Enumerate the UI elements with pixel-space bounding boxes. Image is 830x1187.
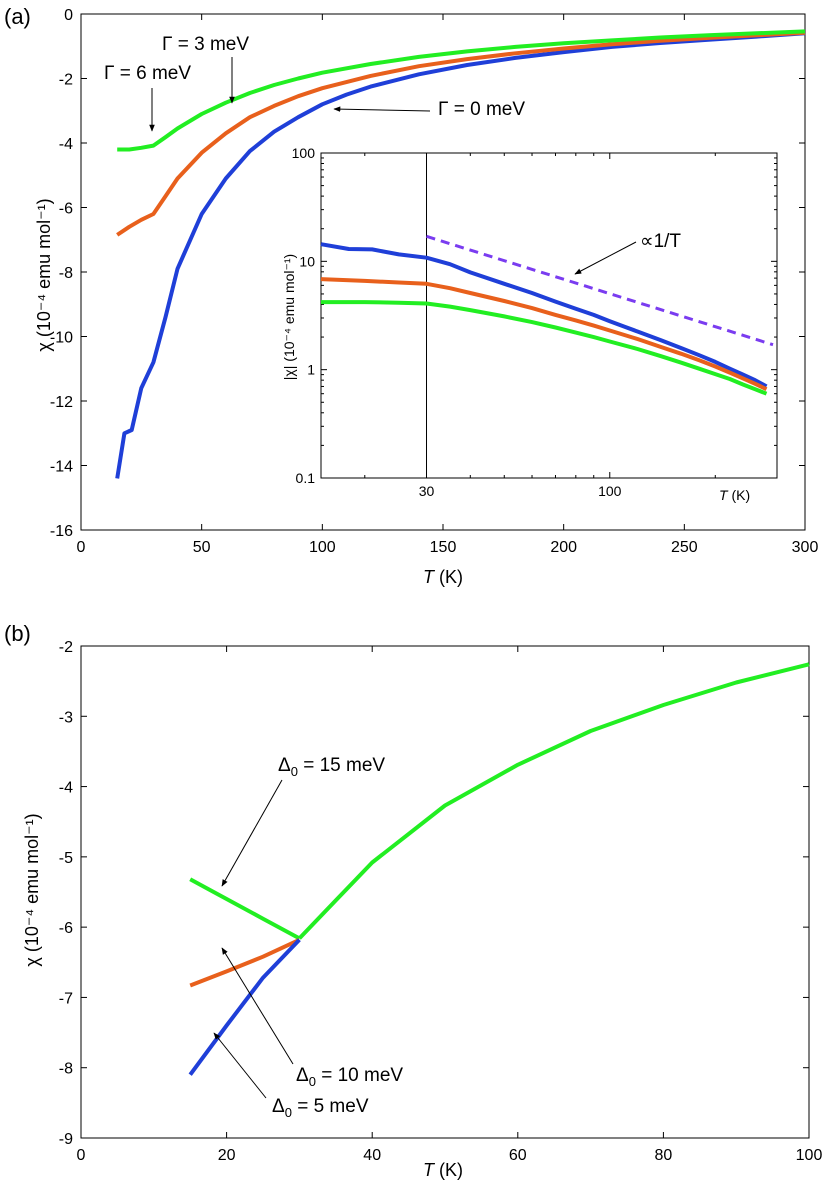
- panel-b-xtick-label: 100: [796, 1147, 823, 1164]
- series-line-delta5: [188, 938, 301, 1076]
- panel-a-xtick-label: 300: [792, 539, 819, 556]
- panel-a-ytick-label: -4: [59, 136, 73, 153]
- panel-a-ytick-label: -12: [50, 394, 73, 411]
- arrow-delta-10: [221, 947, 294, 1065]
- panel-b-ytick-label: -7: [59, 990, 73, 1007]
- inset-frame: [320, 152, 778, 479]
- panel-b-ytick-label: -4: [59, 780, 73, 797]
- panel-a-xlabel: T (K): [423, 567, 463, 587]
- series-line-delta10: [189, 937, 301, 988]
- panel-a-ytick-label: 0: [64, 7, 73, 24]
- annotation-delta-15: Δ0 = 15 meV: [278, 755, 385, 779]
- panel-a-series: [115, 29, 806, 479]
- annotation-delta-10: Δ0 = 10 meV: [296, 1065, 403, 1089]
- inset-line-gamma3: [320, 277, 768, 392]
- inset-ytick-label: 0.1: [296, 470, 316, 486]
- annotation-gamma-6: Γ = 6 meV: [104, 63, 191, 84]
- panel-a-xtick-label: 250: [671, 539, 698, 556]
- panel-a-xtick-label: 100: [309, 539, 336, 556]
- inset-guide-inverse-t: [426, 234, 774, 347]
- inset-series: [320, 234, 774, 396]
- inset-xtick-label: 100: [598, 483, 622, 499]
- arrow-gamma-0: [333, 106, 431, 112]
- panel-b-xtick-label: 80: [655, 1147, 673, 1164]
- panel-b-ytick-label: -9: [59, 1131, 73, 1148]
- panel-a-ytick-label: -14: [50, 459, 73, 476]
- panel-a-ytick-label: -6: [59, 201, 73, 218]
- arrow-delta-5: [213, 1032, 267, 1099]
- panel-label-b: (b): [4, 621, 31, 646]
- inset-ytick-label: 1: [307, 362, 315, 378]
- panel-a-ytick-label: -10: [50, 330, 73, 347]
- series-line-delta15: [189, 877, 301, 941]
- annotation-inverse-t: ∝1/T: [640, 231, 681, 252]
- panel-a-ylabel: χ (10⁻⁴ emu mol⁻¹): [34, 198, 54, 351]
- panel-b-frame: [80, 645, 810, 1139]
- inset-xlabel: T (K): [719, 487, 750, 503]
- panel-b-xlabel: T (K): [423, 1160, 463, 1180]
- panel-b-xtick-label: 40: [363, 1147, 381, 1164]
- panel-a-xtick-label: 0: [77, 539, 86, 556]
- annotation-gamma-0: Γ = 0 meV: [438, 99, 525, 120]
- series-line-gamma0: [115, 31, 806, 479]
- panel-a-xtick-label: 200: [550, 539, 577, 556]
- panel-b-xtick-label: 20: [218, 1147, 236, 1164]
- panel-a-ytick-label: -2: [59, 72, 73, 89]
- panel-b-series: [188, 662, 810, 1076]
- panel-b-ytick-label: -5: [59, 850, 73, 867]
- panel-a: (a) 0 50 100 150 200 250 300 0 -2 -4 -6 -8 -10 -12 -14…: [4, 4, 818, 587]
- inset-ylabel: |χ| (10⁻⁴ emu mol⁻¹): [281, 254, 297, 380]
- series-line-gamma6: [117, 29, 806, 152]
- inset: 0.1 1 10 100 30 100 T (K) |χ| (10⁻⁴ emu mol⁻¹…: [281, 145, 778, 503]
- panel-b-ytick-label: -8: [59, 1061, 73, 1078]
- inset-axes: 0.1 1 10 100 30 100: [292, 145, 778, 499]
- arrow-delta-15: [221, 779, 283, 887]
- panel-b-ytick-label: -3: [59, 709, 73, 726]
- panel-a-xtick-label: 50: [193, 539, 211, 556]
- panel-b-xtick-label: 0: [77, 1147, 86, 1164]
- panel-b-ytick-label: -6: [59, 920, 73, 937]
- panel-b-ytick-label: -2: [59, 639, 73, 656]
- series-line-common: [297, 662, 810, 940]
- panel-b: (b) 0 20 40 60 80 100 -2 -3 -4 -5 -6 -7 -8 -9 T (K) χ…: [4, 621, 822, 1180]
- panel-label-a: (a): [4, 4, 31, 29]
- inset-ytick-label: 100: [292, 145, 316, 161]
- panel-b-axes: 0 20 40 60 80 100 -2 -3 -4 -5 -6 -7 -8 -9: [59, 639, 823, 1164]
- panel-a-xtick-label: 150: [430, 539, 457, 556]
- annotation-delta-5: Δ0 = 5 meV: [272, 1096, 369, 1120]
- inset-line-gamma6: [321, 300, 768, 396]
- arrow-inverse-t: [574, 241, 637, 275]
- series-line-gamma3: [116, 30, 806, 237]
- annotation-gamma-3: Γ = 3 meV: [162, 34, 249, 55]
- panel-a-ytick-label: -8: [59, 265, 73, 282]
- panel-a-ytick-label: -16: [50, 523, 73, 540]
- panel-b-xtick-label: 60: [509, 1147, 527, 1164]
- inset-line-gamma0: [320, 242, 768, 389]
- panel-a-axes: 0 50 100 150 200 250 300 0 -2 -4 -6 -8 -10 -12 -14 -16: [50, 7, 819, 556]
- panel-b-ylabel: χ (10⁻⁴ emu mol⁻¹): [22, 813, 42, 966]
- inset-ytick-label: 10: [299, 253, 315, 269]
- inset-xtick-label: 30: [419, 483, 435, 499]
